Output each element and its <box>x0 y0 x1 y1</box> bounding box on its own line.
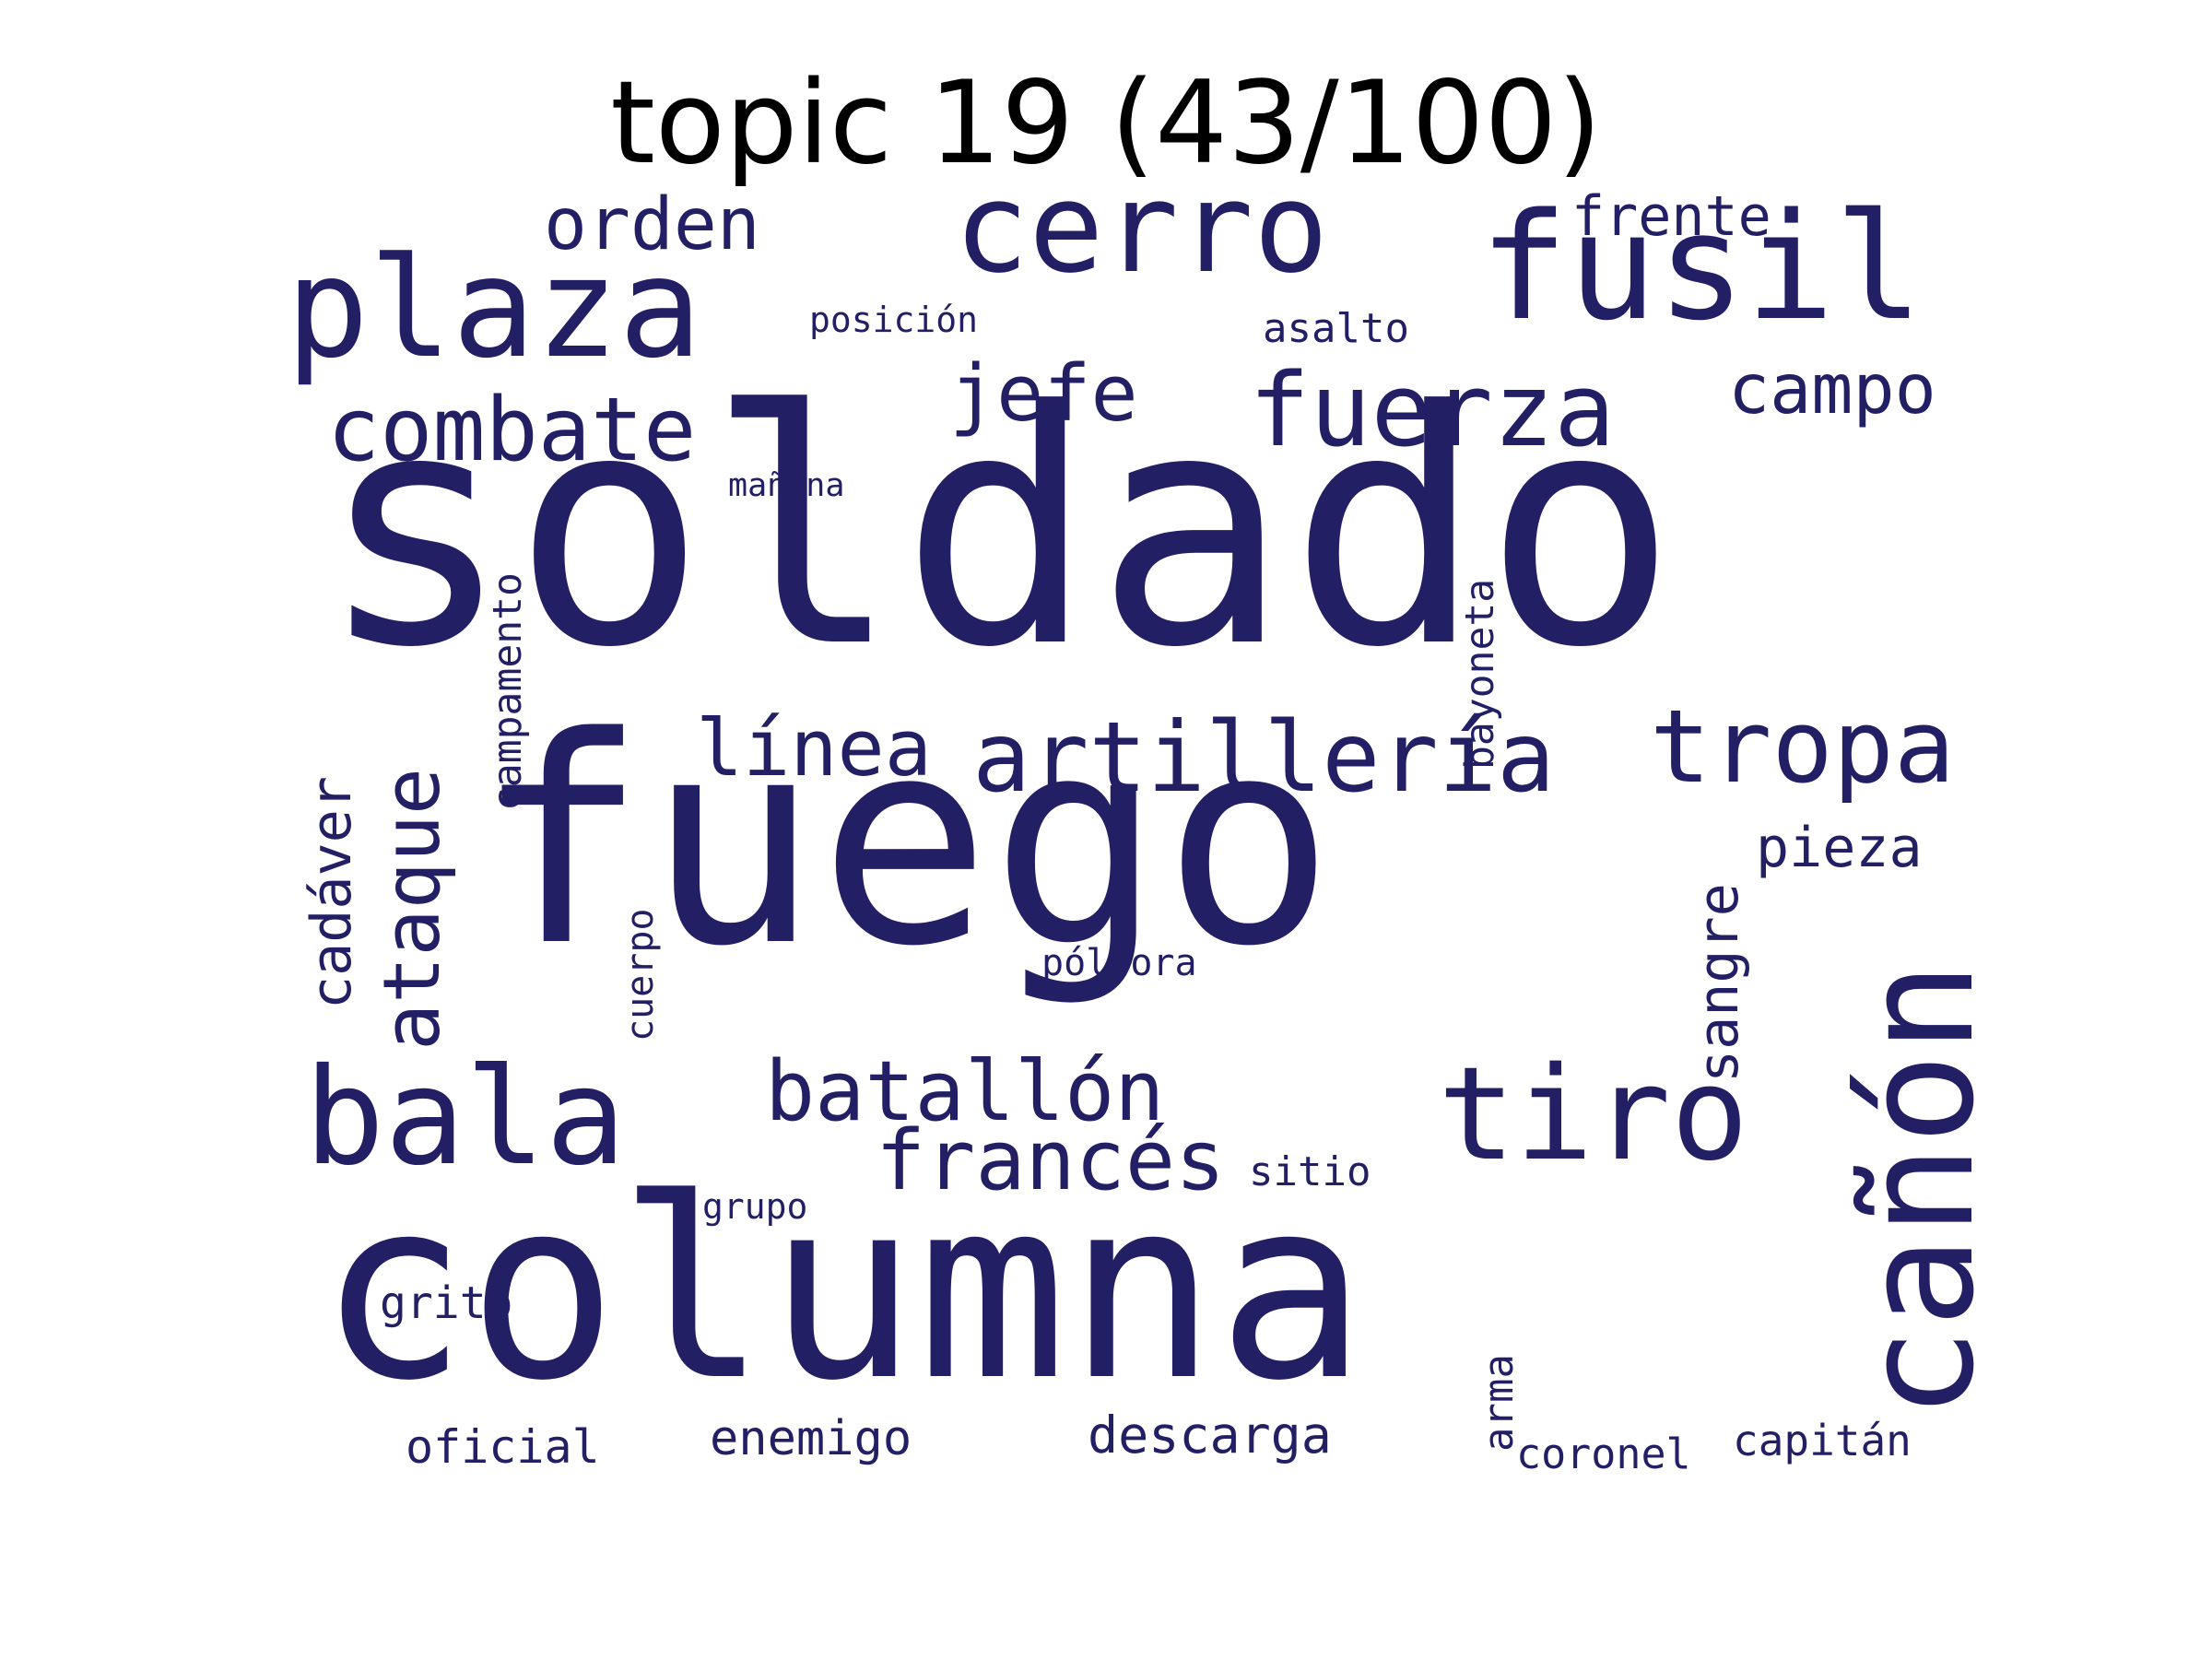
word-22: cadáver <box>300 776 364 1009</box>
word-7: plaza <box>286 229 702 389</box>
word-13: combate <box>327 380 697 481</box>
word-5: cerro <box>954 156 1329 300</box>
word-11: artillería <box>972 701 1556 814</box>
word-31: campamento <box>485 572 531 811</box>
word-36: pólvora <box>1041 942 1197 984</box>
word-20: campo <box>1728 348 1936 429</box>
word-32: grito <box>380 1277 513 1329</box>
word-38: posición <box>809 300 979 340</box>
word-2: fuego <box>475 677 1335 1009</box>
word-40: mañana <box>728 467 845 504</box>
word-8: fuerza <box>1249 351 1616 469</box>
word-27: oficial <box>406 1420 600 1474</box>
word-4: cañón <box>1830 961 2007 1419</box>
word-19: orden <box>544 183 760 266</box>
word-6: fusil <box>1479 181 1924 353</box>
word-17: línea <box>696 703 932 794</box>
word-30: bayoneta <box>1457 578 1503 770</box>
word-29: capitán <box>1733 1416 1912 1465</box>
word-24: frente <box>1571 184 1771 249</box>
chart-title: topic 19 (43/100) <box>610 57 1602 190</box>
word-18: jefe <box>949 348 1138 440</box>
word-26: enemigo <box>710 1411 912 1466</box>
word-34: sitio <box>1249 1148 1371 1195</box>
word-33: cuerpo <box>619 908 662 1042</box>
word-10: tiro <box>1438 1040 1749 1190</box>
word-35: asalto <box>1263 305 1409 352</box>
word-3: columna <box>318 1145 1367 1435</box>
word-21: sangre <box>1687 883 1751 1083</box>
word-9: bala <box>304 1040 627 1195</box>
word-39: grupo <box>702 1186 808 1227</box>
word-15: ataque <box>367 767 458 1051</box>
word-12: tropa <box>1650 688 1956 806</box>
word-23: pieza <box>1756 816 1923 880</box>
word-28: coronel <box>1516 1430 1691 1478</box>
word-16: francés <box>876 1112 1226 1209</box>
word-25: descarga <box>1088 1406 1332 1465</box>
word-37: arma <box>1476 1354 1523 1452</box>
word-1: soldado <box>318 342 1678 718</box>
word-14: batallón <box>765 1043 1165 1140</box>
